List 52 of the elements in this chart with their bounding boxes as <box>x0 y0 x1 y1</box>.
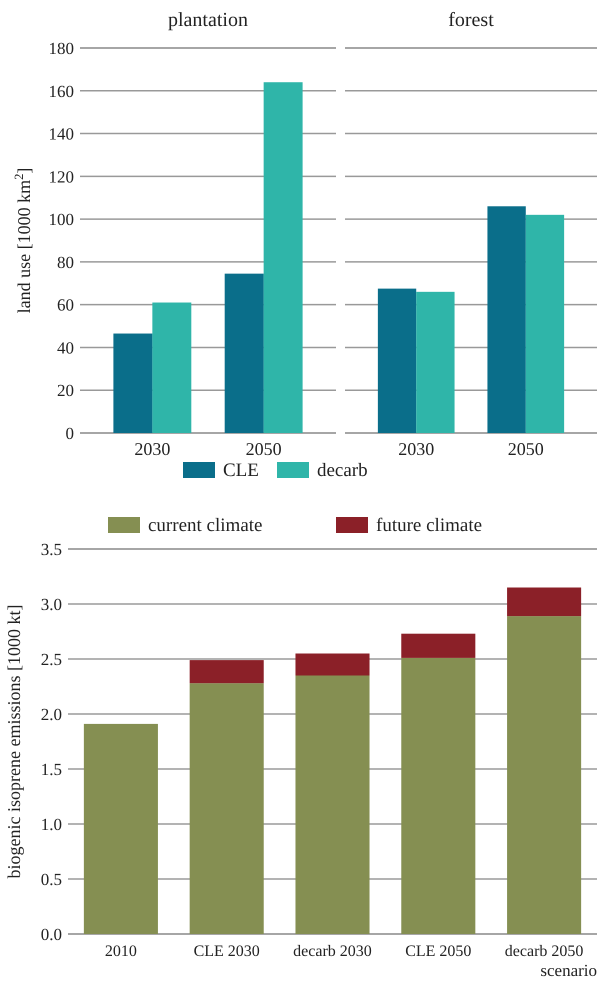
y-tick-label: 0.5 <box>40 870 62 889</box>
bar <box>264 82 303 433</box>
bar <box>224 274 264 433</box>
x-tick-label: 2050 <box>508 439 544 459</box>
chart-title: forest <box>448 9 494 31</box>
y-tick-label: 2.5 <box>40 650 62 669</box>
x-axis-title: scenario <box>540 961 597 980</box>
bar <box>152 302 192 433</box>
legend-label: decarb <box>317 460 368 481</box>
bar <box>507 616 582 934</box>
bar <box>84 724 158 934</box>
bar <box>416 292 455 433</box>
y-tick-label: 120 <box>48 167 74 186</box>
x-tick-label: CLE 2050 <box>405 943 472 960</box>
bar <box>113 334 152 433</box>
bar <box>295 654 370 676</box>
legend-label: CLE <box>223 460 259 481</box>
bar <box>295 676 370 934</box>
y-tick-label: 2.0 <box>40 705 62 724</box>
y-tick-label: 20 <box>57 381 74 400</box>
legend-label: future climate <box>376 515 482 536</box>
bar <box>190 683 264 934</box>
y-tick-label: 80 <box>57 252 74 272</box>
x-tick-label: 2050 <box>246 439 282 459</box>
y-tick-label: 0 <box>66 424 74 443</box>
y-tick-label: 1.5 <box>40 760 62 779</box>
y-tick-label: 60 <box>57 296 74 315</box>
chart-title: plantation <box>168 9 248 31</box>
bar <box>190 660 264 684</box>
bar <box>378 288 416 433</box>
y-axis-title: biogenic isoprene emissions [1000 kt] <box>4 604 24 878</box>
y-tick-label: 1.0 <box>40 815 62 834</box>
x-tick-label: 2030 <box>134 439 170 459</box>
y-tick-label: 160 <box>48 82 74 101</box>
x-tick-label: decarb 2030 <box>293 943 372 960</box>
x-tick-label: 2010 <box>104 943 137 960</box>
bar <box>401 634 476 658</box>
y-tick-label: 3.5 <box>40 540 62 559</box>
legend-label: current climate <box>148 515 262 536</box>
y-tick-label: 140 <box>48 124 74 144</box>
y-tick-label: 3.0 <box>40 595 62 614</box>
bar <box>526 214 564 433</box>
x-tick-label: 2030 <box>398 439 434 459</box>
x-tick-label: CLE 2030 <box>194 943 260 960</box>
y-tick-label: 100 <box>48 210 74 230</box>
y-tick-label: 40 <box>57 338 74 358</box>
bar <box>507 588 582 616</box>
y-tick-label: 180 <box>48 39 74 58</box>
bar <box>487 206 526 433</box>
bar <box>401 658 476 934</box>
y-tick-label: 0.0 <box>40 925 62 944</box>
x-tick-label: decarb 2050 <box>504 943 584 960</box>
